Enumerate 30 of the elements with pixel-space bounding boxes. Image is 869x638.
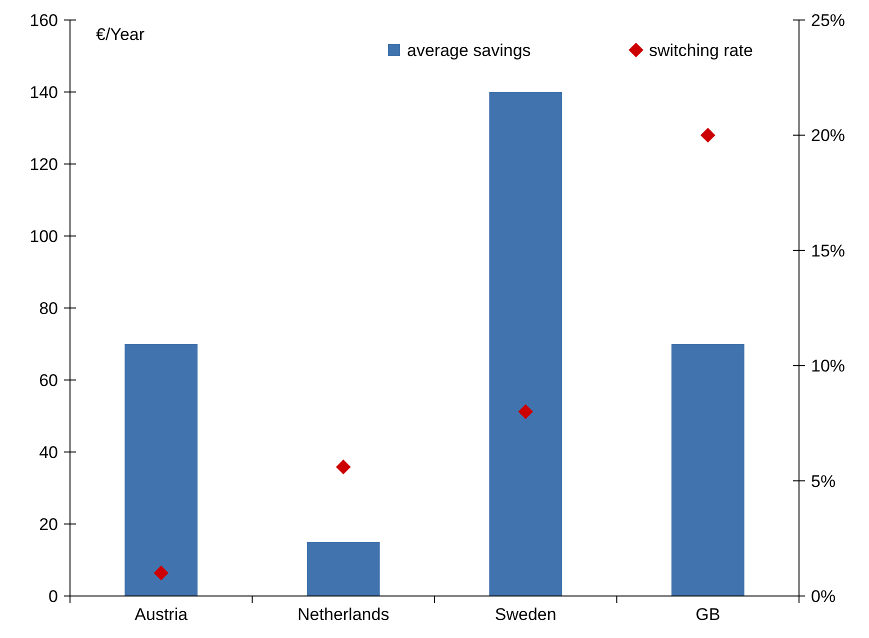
y-tick-label: 100 [30, 226, 58, 246]
x-tick-label: Sweden [494, 605, 556, 624]
y-tick-label: 40 [39, 442, 58, 462]
bar [671, 344, 744, 596]
y2-tick-label: 15% [811, 241, 846, 260]
y2-tick-label: 5% [811, 472, 836, 491]
y2-tick-label: 0% [811, 586, 836, 606]
y-tick-label: 0 [48, 586, 58, 606]
bar [489, 92, 562, 596]
y2-tick-label: 10% [811, 356, 846, 376]
y-tick-label: 60 [39, 370, 58, 390]
point [700, 128, 716, 143]
legend-label: switching rate [649, 40, 753, 60]
y-tick-label: 140 [30, 82, 58, 102]
y-tick-label: 80 [39, 298, 58, 318]
y2-tick-label: 20% [811, 126, 846, 146]
point [154, 566, 169, 580]
point [336, 460, 351, 474]
x-tick-label: GB [696, 605, 720, 624]
y-tick-label: 120 [30, 154, 58, 174]
x-tick-label: Netherlands [298, 605, 390, 624]
x-tick-label: Austria [134, 605, 188, 624]
bar [124, 344, 198, 596]
y-tick-label: 160 [30, 10, 58, 30]
legend-label: average savings [407, 40, 531, 60]
y-axis-title: €/Year [96, 25, 145, 44]
bar [306, 542, 380, 596]
y-tick-label: 20 [39, 514, 58, 534]
point [518, 404, 534, 420]
y2-tick-label: 25% [811, 10, 846, 30]
